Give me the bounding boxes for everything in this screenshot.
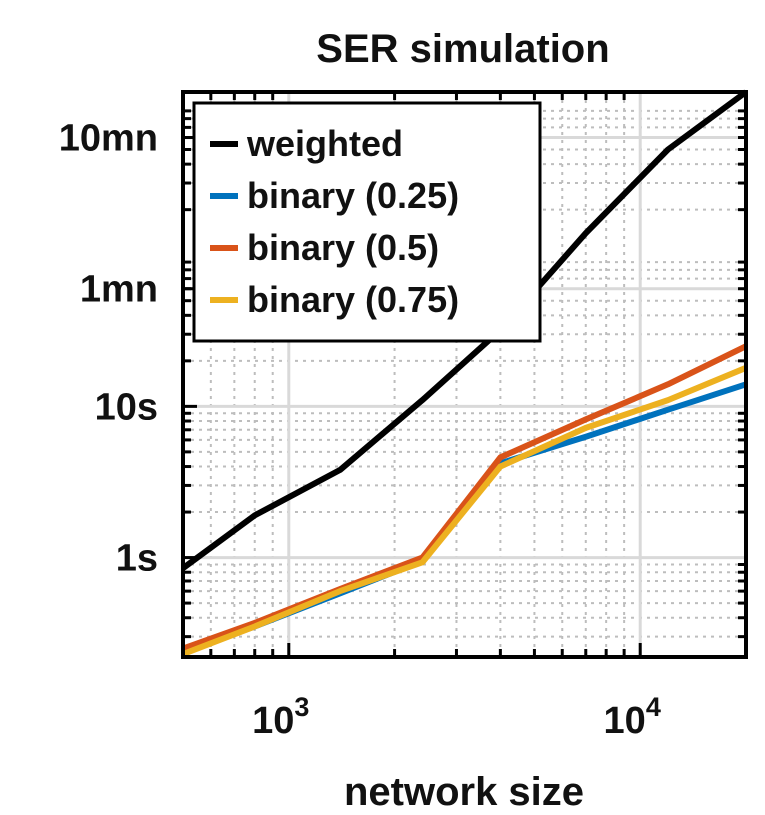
legend-box	[192, 101, 542, 343]
plot-frame	[181, 90, 748, 659]
y-tick-label: 1s	[116, 538, 158, 580]
x-axis-label: network size	[344, 770, 584, 814]
legend-label: binary (0.75)	[247, 279, 459, 320]
y-tick-label: 10s	[95, 386, 158, 428]
legend: weighted binary (0.25) binary (0.5) binary …	[192, 101, 542, 343]
y-tick-label: 10mn	[59, 118, 158, 160]
legend-label: weighted	[246, 123, 403, 164]
series-layer	[181, 89, 748, 657]
legend-label: binary (0.25)	[247, 175, 459, 216]
chart-title: SER simulation	[316, 27, 609, 71]
series-line-2	[181, 343, 748, 652]
series-line-1	[182, 381, 747, 655]
series-line-0	[181, 89, 748, 571]
x-tick-label: 103	[252, 692, 309, 742]
x-tick-label: 104	[604, 692, 661, 742]
tick-layer: 103 104 1s 10s 1mn 10mn	[59, 92, 746, 742]
series-line-3	[181, 365, 748, 657]
legend-label: binary (0.5)	[247, 227, 439, 268]
y-tick-label: 1mn	[80, 269, 158, 311]
